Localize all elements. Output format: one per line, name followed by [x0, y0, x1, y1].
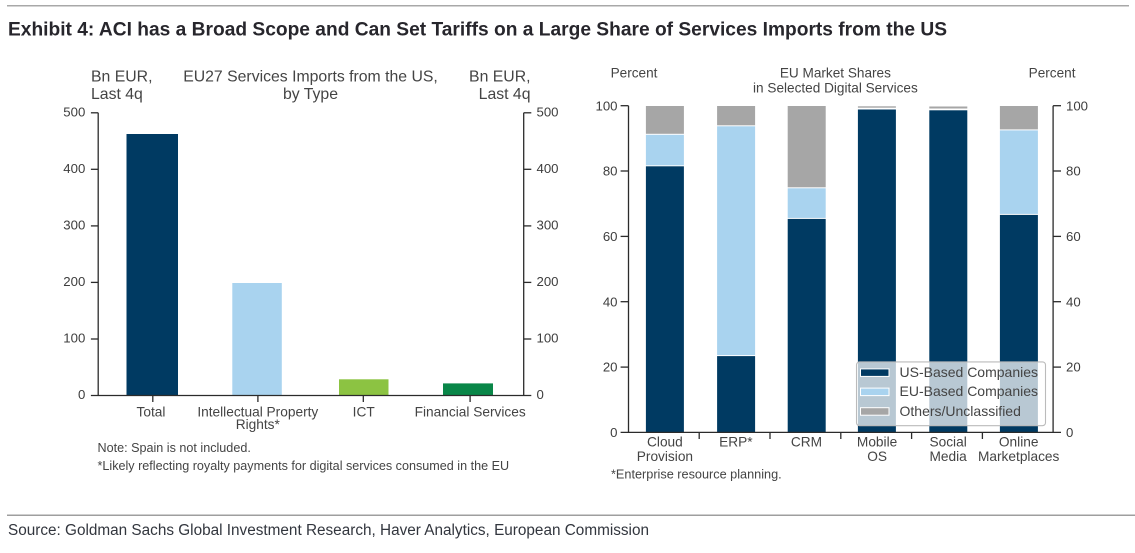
svg-text:60: 60 [603, 229, 618, 244]
svg-text:Social: Social [929, 434, 966, 449]
svg-text:0: 0 [1066, 425, 1073, 440]
svg-text:100: 100 [595, 98, 617, 113]
svg-text:100: 100 [63, 331, 85, 346]
svg-text:EU27 Services Imports from the: EU27 Services Imports from the US, [183, 69, 438, 86]
svg-text:Online: Online [999, 434, 1039, 449]
svg-text:Others/Unclassified: Others/Unclassified [900, 403, 1021, 419]
svg-text:Note: Spain is not included.: Note: Spain is not included. [98, 441, 251, 455]
svg-text:100: 100 [537, 331, 559, 346]
svg-text:40: 40 [1066, 294, 1081, 309]
svg-text:Media: Media [929, 449, 967, 464]
svg-text:400: 400 [537, 161, 559, 176]
svg-text:*Likely reflecting royalty pay: *Likely reflecting royalty payments for … [98, 459, 510, 473]
svg-text:40: 40 [603, 294, 618, 309]
svg-text:ERP*: ERP* [719, 434, 753, 449]
svg-text:500: 500 [63, 104, 85, 119]
svg-text:Rights*: Rights* [236, 417, 281, 432]
svg-text:0: 0 [610, 425, 617, 440]
svg-text:200: 200 [537, 274, 559, 289]
svg-text:OS: OS [867, 449, 887, 464]
svg-text:Bn EUR,: Bn EUR, [91, 69, 152, 86]
svg-text:Intellectual Property: Intellectual Property [197, 405, 318, 420]
svg-text:by Type: by Type [283, 86, 338, 103]
svg-text:80: 80 [603, 164, 618, 179]
svg-text:Last 4q: Last 4q [91, 86, 143, 103]
svg-text:ICT: ICT [353, 405, 376, 420]
svg-text:100: 100 [1066, 98, 1088, 113]
svg-text:Last 4q: Last 4q [479, 86, 531, 103]
svg-text:EU Market Shares: EU Market Shares [780, 65, 891, 80]
svg-text:in Selected Digital Services: in Selected Digital Services [753, 80, 918, 95]
svg-text:400: 400 [63, 161, 85, 176]
svg-text:20: 20 [603, 360, 618, 375]
svg-text:CRM: CRM [791, 434, 822, 449]
svg-text:Total: Total [137, 405, 166, 420]
svg-text:Marketplaces: Marketplaces [978, 449, 1060, 464]
svg-text:Provision: Provision [637, 449, 693, 464]
svg-text:0: 0 [537, 387, 544, 402]
svg-text:Bn EUR,: Bn EUR, [469, 69, 530, 86]
svg-text:500: 500 [537, 104, 559, 119]
svg-text:80: 80 [1066, 164, 1081, 179]
svg-text:0: 0 [78, 387, 85, 402]
svg-text:20: 20 [1066, 360, 1081, 375]
svg-text:300: 300 [63, 217, 85, 232]
svg-text:*Enterprise resource planning.: *Enterprise resource planning. [611, 467, 782, 481]
svg-text:200: 200 [63, 274, 85, 289]
svg-text:Percent: Percent [1029, 65, 1076, 80]
svg-text:Percent: Percent [611, 65, 658, 80]
svg-text:Mobile: Mobile [857, 434, 897, 449]
svg-text:EU-Based Companies: EU-Based Companies [900, 383, 1039, 399]
svg-text:Source: Goldman Sachs Global I: Source: Goldman Sachs Global Investment … [8, 522, 649, 539]
svg-text:Cloud: Cloud [647, 434, 683, 449]
svg-text:Exhibit 4: ACI has a Broad Sco: Exhibit 4: ACI has a Broad Scope and Can… [8, 19, 947, 41]
svg-text:Financial Services: Financial Services [415, 405, 526, 420]
svg-text:60: 60 [1066, 229, 1081, 244]
svg-text:300: 300 [537, 217, 559, 232]
svg-text:US-Based Companies: US-Based Companies [900, 364, 1039, 380]
